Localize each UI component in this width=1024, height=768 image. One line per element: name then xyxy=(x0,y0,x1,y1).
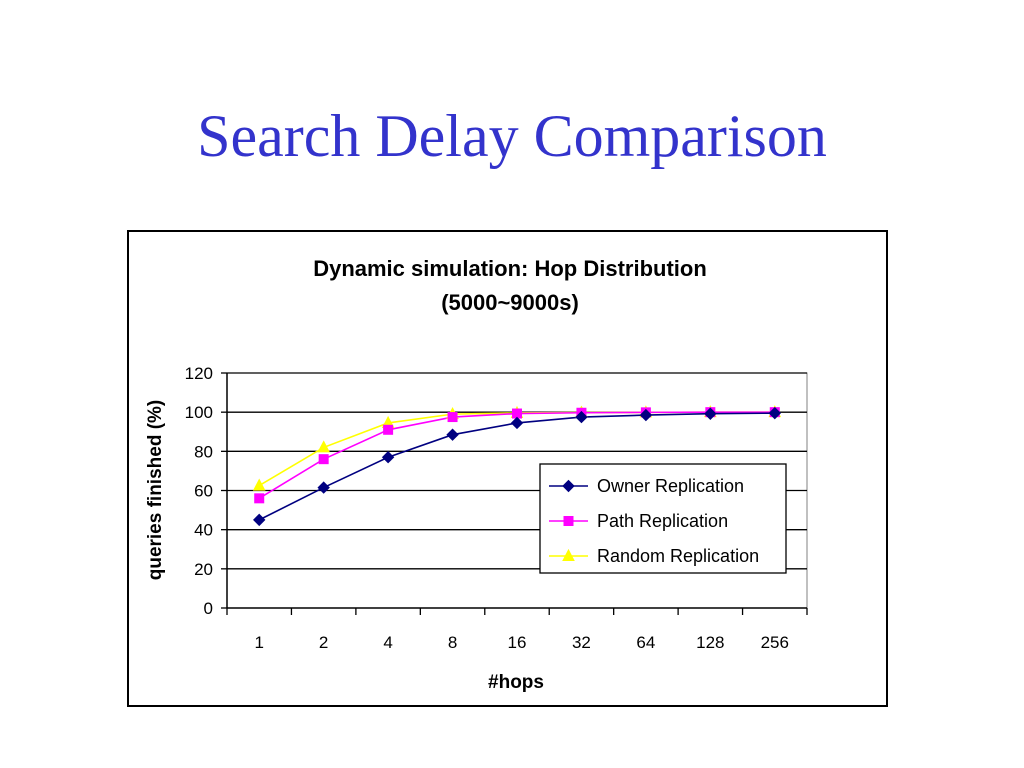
x-tick-label: 16 xyxy=(508,633,527,652)
x-tick-label: 8 xyxy=(448,633,457,652)
legend-marker xyxy=(562,479,575,493)
data-point xyxy=(318,454,329,465)
y-tick-label: 100 xyxy=(185,403,213,422)
y-tick-label: 60 xyxy=(194,482,213,501)
slide-title: Search Delay Comparison xyxy=(197,103,827,169)
y-tick-label: 0 xyxy=(204,599,213,618)
legend-marker xyxy=(563,516,574,526)
y-tick-label: 80 xyxy=(194,442,213,461)
plot-area: 0 20 40 60 80 100 120 1 2 4 8 16 32 64 128 256 Owner Rep… xyxy=(185,364,808,652)
x-axis-label: #hops xyxy=(488,672,544,693)
data-point xyxy=(446,428,459,441)
x-tick-label: 64 xyxy=(636,633,655,652)
data-point xyxy=(252,478,266,491)
data-point xyxy=(512,408,522,419)
x-tick-label: 2 xyxy=(319,633,328,652)
x-tick-label: 4 xyxy=(383,633,392,652)
data-point xyxy=(639,408,653,422)
y-tick-label: 40 xyxy=(194,521,213,540)
data-point xyxy=(383,424,394,435)
chart-title: Dynamic simulation: Hop Distribution xyxy=(313,256,707,281)
y-tick-label: 120 xyxy=(185,364,213,383)
data-point xyxy=(317,440,330,453)
legend-marker xyxy=(562,548,575,561)
chart-frame: Dynamic simulation: Hop Distribution (50… xyxy=(127,230,888,707)
legend-label: Random Replication xyxy=(597,546,759,566)
data-point xyxy=(447,412,458,423)
data-point xyxy=(510,416,524,430)
y-tick-label: 20 xyxy=(194,560,213,579)
x-tick-label: 256 xyxy=(761,633,789,652)
legend-box xyxy=(539,463,787,574)
data-point xyxy=(704,407,717,420)
data-point xyxy=(317,481,330,494)
data-point xyxy=(575,410,588,424)
data-point xyxy=(254,493,265,504)
data-point xyxy=(253,513,266,527)
data-point xyxy=(381,451,395,464)
y-axis-label: queries finished (%) xyxy=(145,400,166,581)
x-tick-label: 1 xyxy=(254,633,263,652)
legend-label: Path Replication xyxy=(597,511,728,531)
legend-label: Owner Replication xyxy=(597,476,744,496)
data-point xyxy=(768,406,781,420)
chart-subtitle: (5000~9000s) xyxy=(441,290,579,315)
x-tick-label: 32 xyxy=(572,633,591,652)
chart-svg: Dynamic simulation: Hop Distribution (50… xyxy=(145,256,808,693)
x-tick-label: 128 xyxy=(696,633,724,652)
